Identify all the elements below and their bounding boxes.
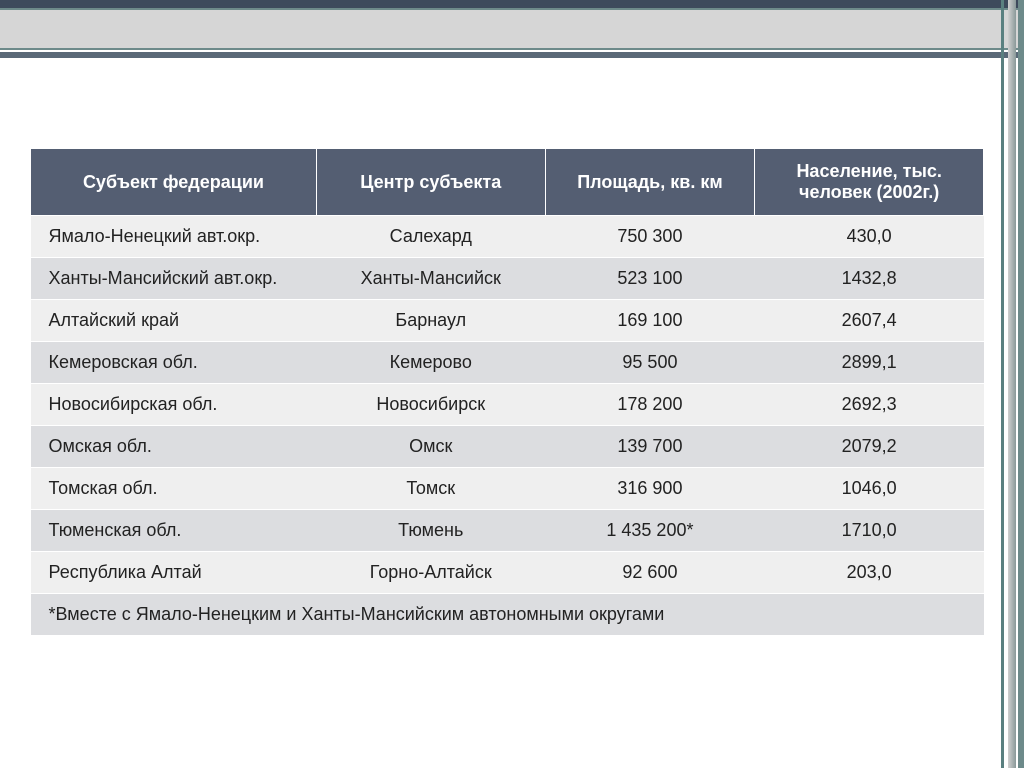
- cell-pop: 1046,0: [755, 468, 984, 510]
- table-row: Алтайский край Барнаул 169 100 2607,4: [31, 300, 984, 342]
- cell-subject: Тюменская обл.: [31, 510, 317, 552]
- cell-area: 316 900: [545, 468, 755, 510]
- cell-center: Томск: [316, 468, 545, 510]
- cell-subject: Кемеровская обл.: [31, 342, 317, 384]
- slide-top-thin: [0, 52, 1024, 58]
- cell-pop: 430,0: [755, 216, 984, 258]
- cell-area: 169 100: [545, 300, 755, 342]
- cell-subject: Ямало-Ненецкий авт.окр.: [31, 216, 317, 258]
- cell-center: Ханты-Мансийск: [316, 258, 545, 300]
- table-footnote: *Вместе с Ямало-Ненецким и Ханты-Мансийс…: [31, 594, 984, 636]
- cell-center: Кемерово: [316, 342, 545, 384]
- cell-pop: 2899,1: [755, 342, 984, 384]
- cell-pop: 2692,3: [755, 384, 984, 426]
- col-header-area: Площадь, кв. км: [545, 149, 755, 216]
- cell-pop: 2607,4: [755, 300, 984, 342]
- table-row: Ханты-Мансийский авт.окр. Ханты-Мансийск…: [31, 258, 984, 300]
- cell-pop: 1710,0: [755, 510, 984, 552]
- table-row: Кемеровская обл. Кемерово 95 500 2899,1: [31, 342, 984, 384]
- table-row: Омская обл. Омск 139 700 2079,2: [31, 426, 984, 468]
- table-header-row: Субъект федерации Центр субъекта Площадь…: [31, 149, 984, 216]
- cell-area: 523 100: [545, 258, 755, 300]
- col-header-population: Население, тыс. человек (2002г.): [755, 149, 984, 216]
- cell-pop: 1432,8: [755, 258, 984, 300]
- cell-subject: Омская обл.: [31, 426, 317, 468]
- cell-center: Салехард: [316, 216, 545, 258]
- cell-subject: Ханты-Мансийский авт.окр.: [31, 258, 317, 300]
- slide-top-band: [0, 8, 1024, 50]
- cell-subject: Новосибирская обл.: [31, 384, 317, 426]
- table-footnote-row: *Вместе с Ямало-Ненецким и Ханты-Мансийс…: [31, 594, 984, 636]
- table-row: Томская обл. Томск 316 900 1046,0: [31, 468, 984, 510]
- slide-right-decor: [994, 0, 1024, 768]
- table-row: Ямало-Ненецкий авт.окр. Салехард 750 300…: [31, 216, 984, 258]
- cell-area: 750 300: [545, 216, 755, 258]
- table-row: Республика Алтай Горно-Алтайск 92 600 20…: [31, 552, 984, 594]
- regions-table-wrap: Субъект федерации Центр субъекта Площадь…: [30, 148, 984, 636]
- cell-center: Омск: [316, 426, 545, 468]
- cell-subject: Томская обл.: [31, 468, 317, 510]
- table-row: Новосибирская обл. Новосибирск 178 200 2…: [31, 384, 984, 426]
- cell-pop: 2079,2: [755, 426, 984, 468]
- col-header-center: Центр субъекта: [316, 149, 545, 216]
- cell-area: 139 700: [545, 426, 755, 468]
- cell-center: Барнаул: [316, 300, 545, 342]
- table-row: Тюменская обл. Тюмень 1 435 200* 1710,0: [31, 510, 984, 552]
- cell-center: Новосибирск: [316, 384, 545, 426]
- cell-center: Горно-Алтайск: [316, 552, 545, 594]
- cell-subject: Республика Алтай: [31, 552, 317, 594]
- cell-area: 1 435 200*: [545, 510, 755, 552]
- slide-top-border: [0, 0, 1024, 8]
- regions-table: Субъект федерации Центр субъекта Площадь…: [30, 148, 984, 636]
- cell-area: 178 200: [545, 384, 755, 426]
- cell-area: 92 600: [545, 552, 755, 594]
- cell-subject: Алтайский край: [31, 300, 317, 342]
- col-header-subject: Субъект федерации: [31, 149, 317, 216]
- cell-area: 95 500: [545, 342, 755, 384]
- cell-pop: 203,0: [755, 552, 984, 594]
- cell-center: Тюмень: [316, 510, 545, 552]
